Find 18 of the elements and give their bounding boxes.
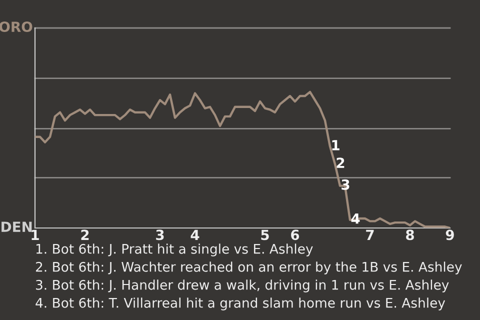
annotation: 3 <box>342 179 350 190</box>
x-tick-label: 7 <box>366 230 374 240</box>
text: 3. Bot 6th: J. Handler drew a walk, driving in 1 run vs E. Ashley <box>36 280 449 292</box>
x-tick-label: 5 <box>261 230 269 240</box>
annotation: 4 <box>351 214 360 224</box>
text: 1. Bot 6th: J. Pratt hit a single vs E. Ashley <box>36 244 313 256</box>
x-tick-label: 1 <box>32 230 39 240</box>
x-tick-label: 2 <box>81 230 89 240</box>
x-tick-label: 3 <box>156 230 164 240</box>
annotation: 2 <box>336 158 344 168</box>
x-tick-label: 6 <box>291 230 300 240</box>
x-tick-label: 8 <box>406 230 414 240</box>
x-tick-label: 9 <box>446 230 454 240</box>
x-tick-label: 4 <box>190 230 200 240</box>
text: 2. Bot 6th: J. Wachter reached on an error by the 1B vs E. Ashley <box>36 262 462 274</box>
annotation: 1 <box>332 140 340 150</box>
text: DEN <box>2 222 32 232</box>
text: 4. Bot 6th: T. Villarreal hit a grand slam home run vs E. Ashley <box>36 298 446 310</box>
